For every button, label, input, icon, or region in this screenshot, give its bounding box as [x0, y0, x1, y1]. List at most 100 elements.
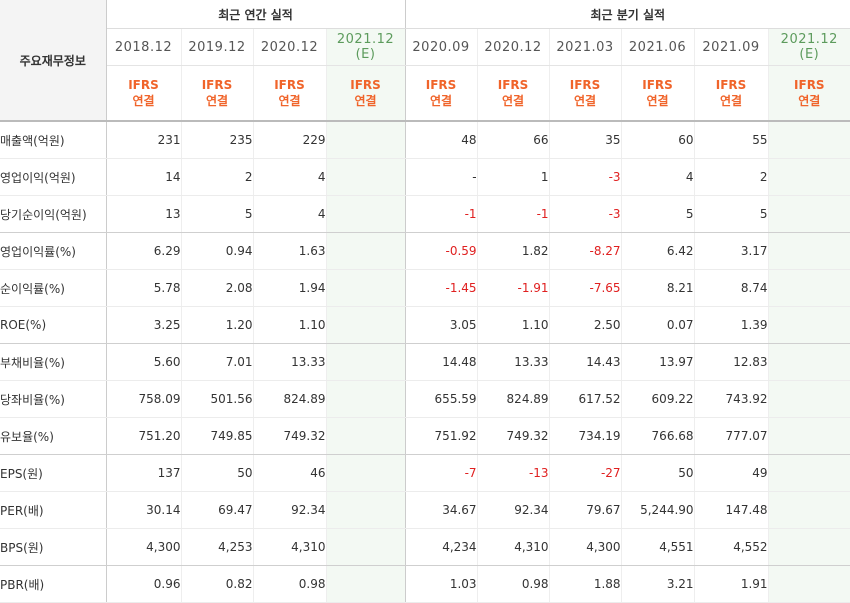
- period-label: 2020.12: [260, 39, 319, 55]
- value-cell: 4: [620, 158, 695, 196]
- value-cell: [325, 306, 406, 344]
- consolidated-label: 연결: [646, 94, 669, 108]
- value-cell: 8.74: [693, 269, 769, 307]
- value-cell: [325, 195, 406, 233]
- ifrs-label: IFRS: [425, 78, 457, 92]
- row-label: 유보율(%): [0, 417, 107, 455]
- row-label: 영업이익(억원): [0, 158, 107, 196]
- ifrs-consolidated-badge[interactable]: IFRS 연결: [252, 65, 326, 122]
- value-cell: [325, 454, 406, 492]
- period-label: 2018.12: [114, 39, 173, 55]
- value-cell: 66: [476, 121, 550, 159]
- row-label: PBR(배): [0, 565, 107, 603]
- table-row: 당기순이익(억원) 13 5 4 -1 -1 -3 5 5: [0, 195, 850, 233]
- value-cell: 1.63: [252, 232, 326, 270]
- ifrs-consolidated-badge[interactable]: IFRS 연결: [767, 65, 850, 122]
- value-cell: 13: [106, 195, 181, 233]
- value-cell: [767, 454, 850, 492]
- ifrs-label: IFRS: [715, 78, 747, 92]
- ifrs-label: IFRS: [128, 78, 159, 92]
- value-cell: 824.89: [252, 380, 326, 418]
- value-cell: 2.08: [180, 269, 253, 307]
- value-cell: 1: [476, 158, 550, 196]
- period-label: 2021.12: [780, 32, 838, 47]
- value-cell: 4,253: [180, 528, 253, 566]
- ifrs-label: IFRS: [642, 78, 673, 92]
- row-label: 영업이익률(%): [0, 232, 107, 270]
- ifrs-consolidated-badge[interactable]: IFRS 연결: [106, 65, 181, 122]
- ifrs-label: IFRS: [569, 78, 601, 92]
- value-cell: 4,552: [693, 528, 769, 566]
- row-label: EPS(원): [0, 454, 107, 492]
- value-cell: 1.10: [476, 306, 550, 344]
- row-label: 순이익률(%): [0, 269, 107, 307]
- ifrs-consolidated-badge[interactable]: IFRS 연결: [404, 65, 478, 122]
- value-cell: 46: [252, 454, 326, 492]
- value-cell: 229: [252, 121, 326, 159]
- period-header-annual-3: 2021.12 (E): [325, 28, 406, 66]
- ifrs-consolidated-badge[interactable]: IFRS 연결: [620, 65, 695, 122]
- annual-results-header: 최근 연간 실적: [106, 0, 406, 29]
- value-cell: [767, 195, 850, 233]
- estimate-mark: (E): [355, 47, 376, 62]
- value-cell: [767, 158, 850, 196]
- value-cell: -1.45: [404, 269, 478, 307]
- consolidated-label: 연결: [205, 94, 229, 108]
- value-cell: 5: [693, 195, 769, 233]
- consolidated-label: 연결: [278, 94, 301, 108]
- value-cell: -27: [548, 454, 622, 492]
- value-cell: 5: [180, 195, 253, 233]
- value-cell: -3: [548, 195, 622, 233]
- value-cell: 60: [620, 121, 695, 159]
- ifrs-consolidated-badge[interactable]: IFRS 연결: [693, 65, 769, 122]
- period-label: 2021.09: [702, 39, 760, 55]
- value-cell: 749.32: [476, 417, 550, 455]
- value-cell: 1.88: [548, 565, 622, 603]
- value-cell: -: [404, 158, 478, 196]
- consolidated-label: 연결: [132, 94, 155, 108]
- ifrs-consolidated-badge[interactable]: IFRS 연결: [180, 65, 253, 122]
- value-cell: 0.94: [180, 232, 253, 270]
- value-cell: 749.85: [180, 417, 253, 455]
- value-cell: 4,300: [106, 528, 181, 566]
- value-cell: -8.27: [548, 232, 622, 270]
- period-header-quarterly-5: 2021.12 (E): [767, 28, 850, 66]
- value-cell: 617.52: [548, 380, 622, 418]
- value-cell: [767, 232, 850, 270]
- value-cell: 50: [180, 454, 253, 492]
- value-cell: -3: [548, 158, 622, 196]
- value-cell: 13.33: [252, 343, 326, 381]
- value-cell: 1.39: [693, 306, 769, 344]
- value-cell: 14: [106, 158, 181, 196]
- period-header-quarterly-4: 2021.09: [693, 28, 769, 66]
- value-cell: [325, 417, 406, 455]
- value-cell: [325, 158, 406, 196]
- table-row: 당좌비율(%) 758.09 501.56 824.89 655.59 824.89 617…: [0, 380, 850, 418]
- value-cell: [767, 269, 850, 307]
- value-cell: 749.32: [252, 417, 326, 455]
- ifrs-consolidated-badge[interactable]: IFRS 연결: [476, 65, 550, 122]
- value-cell: 4,234: [404, 528, 478, 566]
- value-cell: [767, 121, 850, 159]
- row-label: 부채비율(%): [0, 343, 107, 381]
- label-column-header: 주요재무정보: [0, 0, 107, 122]
- ifrs-consolidated-badge[interactable]: IFRS 연결: [325, 65, 406, 122]
- period-header-annual-2: 2020.12: [252, 28, 326, 66]
- value-cell: 655.59: [404, 380, 478, 418]
- value-cell: 501.56: [180, 380, 253, 418]
- value-cell: 137: [106, 454, 181, 492]
- value-cell: [767, 343, 850, 381]
- ifrs-consolidated-badge[interactable]: IFRS 연결: [548, 65, 622, 122]
- value-cell: 235: [180, 121, 253, 159]
- value-cell: 2: [693, 158, 769, 196]
- value-cell: 5.78: [106, 269, 181, 307]
- value-cell: 92.34: [252, 491, 326, 529]
- period-header-quarterly-0: 2020.09: [404, 28, 478, 66]
- value-cell: 4: [252, 195, 326, 233]
- value-cell: [325, 343, 406, 381]
- value-cell: 0.82: [180, 565, 253, 603]
- consolidated-label: 연결: [720, 94, 743, 108]
- ifrs-label: IFRS: [497, 78, 529, 92]
- period-header-quarterly-1: 2020.12: [476, 28, 550, 66]
